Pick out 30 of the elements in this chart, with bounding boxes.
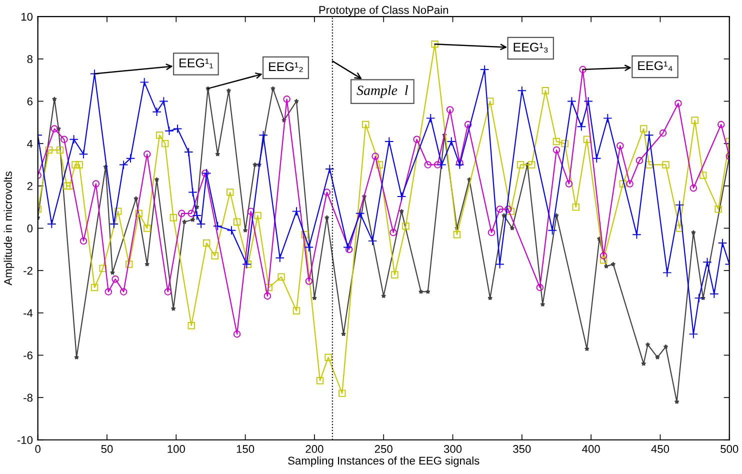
y-tick-label: 10 (21, 12, 33, 21)
y-tick-label: 0 (27, 224, 33, 232)
y-tick-label: -10 (17, 436, 33, 444)
y-tick-label: -6 (24, 351, 32, 360)
x-tick-label: 100 (168, 445, 185, 453)
annotation: EEG¹₃ (514, 42, 548, 53)
y-tick-label: -8 (24, 394, 32, 402)
y-tick-label: 8 (27, 55, 32, 64)
x-tick-label: 300 (444, 445, 462, 453)
x-tick-label: 400 (582, 445, 600, 453)
annotation: EEG¹₄ (638, 61, 672, 72)
x-tick-label: 200 (306, 445, 324, 453)
x-tick-label: 250 (374, 445, 392, 453)
x-tick-label: 500 (720, 445, 738, 453)
y-axis-title: Amplitude in microvolts (4, 172, 14, 286)
x-tick-label: 0 (35, 445, 40, 453)
x-tick-label: 350 (513, 445, 531, 453)
y-tick-label: 2 (27, 182, 32, 190)
x-tick-label: 50 (101, 445, 113, 453)
y-tick-label: -4 (24, 309, 33, 317)
x-tick-label: 150 (236, 445, 254, 453)
y-tick-label: -2 (24, 266, 32, 275)
x-tick-label: 450 (651, 445, 670, 453)
annotation: EEG¹₁ (180, 58, 214, 68)
y-tick-label: 4 (27, 140, 33, 148)
chart-title: Prototype of Class NoPain (319, 6, 448, 16)
x-axis-title: Sampling Instances of the EEG signals (288, 456, 480, 467)
annotation: EEG¹₂ (269, 62, 303, 72)
annotation: Sample l (356, 85, 408, 98)
y-tick-label: 6 (27, 98, 32, 106)
